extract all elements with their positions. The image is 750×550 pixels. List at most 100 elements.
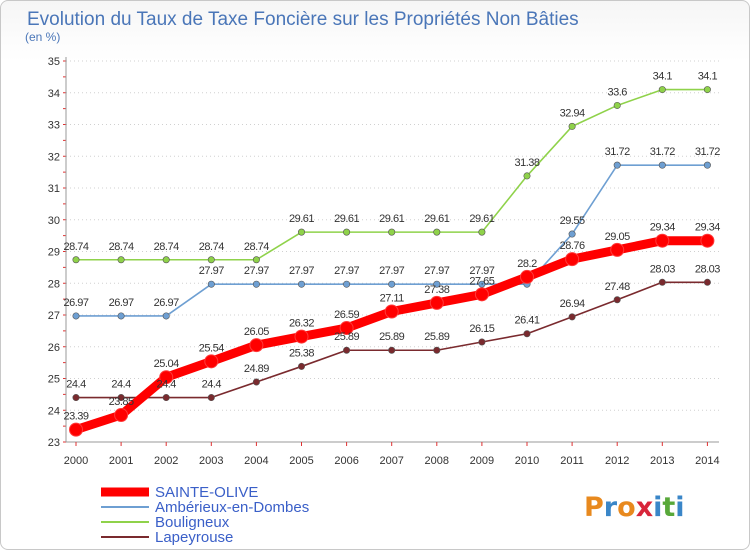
data-label-series-2: 31.38 bbox=[514, 157, 539, 169]
logo-letter: P bbox=[584, 492, 604, 523]
data-label-series-0: 23.85 bbox=[109, 396, 134, 408]
legend-label-0: SAINTE-OLIVE bbox=[155, 484, 258, 501]
y-tick-label: 30 bbox=[48, 215, 60, 227]
data-point-series-2 bbox=[613, 101, 621, 109]
x-tick-label: 2010 bbox=[515, 455, 539, 467]
data-label-series-3: 27.48 bbox=[605, 281, 630, 293]
data-label-series-1: 26.97 bbox=[154, 297, 179, 309]
data-label-series-3: 28.03 bbox=[650, 263, 675, 275]
data-label-series-3: 28.03 bbox=[695, 263, 720, 275]
data-point-series-3 bbox=[252, 378, 260, 386]
data-label-series-0: 27.38 bbox=[424, 284, 449, 296]
x-tick-label: 2012 bbox=[605, 455, 629, 467]
logo-letter: o bbox=[617, 492, 636, 523]
data-point-series-1 bbox=[343, 280, 351, 288]
data-point-series-1 bbox=[568, 230, 576, 238]
data-label-series-0: 26.32 bbox=[289, 318, 314, 330]
data-point-series-0 bbox=[384, 304, 399, 319]
data-label-series-0: 25.04 bbox=[154, 358, 179, 370]
data-point-series-1 bbox=[207, 280, 215, 288]
y-tick-label: 24 bbox=[48, 405, 60, 417]
data-label-series-0: 29.34 bbox=[650, 222, 675, 234]
y-tick-label: 31 bbox=[48, 183, 60, 195]
data-label-series-1: 27.97 bbox=[424, 265, 449, 277]
legend-label-2: Bouligneux bbox=[155, 514, 230, 531]
data-point-series-1 bbox=[388, 280, 396, 288]
data-point-series-1 bbox=[252, 280, 260, 288]
data-label-series-2: 29.61 bbox=[469, 213, 494, 225]
data-point-series-1 bbox=[433, 280, 441, 288]
data-label-series-0: 25.54 bbox=[199, 342, 224, 354]
x-tick-label: 2011 bbox=[560, 455, 584, 467]
axes: 23 24 25 26 27 28 29 30 31 32 33 34 35 2000 2001 2002 20… bbox=[48, 56, 720, 467]
x-tick-label: 2013 bbox=[650, 455, 674, 467]
data-point-series-2 bbox=[568, 122, 576, 130]
y-tick-label: 28 bbox=[48, 278, 60, 290]
x-tick-label: 2004 bbox=[244, 455, 268, 467]
data-point-series-2 bbox=[523, 172, 531, 180]
data-label-series-2: 28.74 bbox=[154, 241, 179, 253]
data-label-series-0: 27.65 bbox=[469, 275, 494, 287]
data-label-series-0: 23.39 bbox=[63, 411, 88, 423]
data-label-series-3: 25.89 bbox=[379, 331, 404, 343]
data-label-series-0: 28.76 bbox=[560, 240, 585, 252]
legend: SAINTE-OLIVEAmbérieux-en-DombesBouligneu… bbox=[101, 484, 309, 546]
data-point-series-3 bbox=[388, 346, 396, 354]
data-label-series-1: 26.97 bbox=[109, 297, 134, 309]
data-point-series-3 bbox=[162, 394, 170, 402]
data-label-series-2: 28.74 bbox=[244, 241, 269, 253]
data-point-series-2 bbox=[478, 228, 486, 236]
data-point-series-3 bbox=[433, 346, 441, 354]
data-point-series-3 bbox=[297, 362, 305, 370]
data-labels: 26.97 26.97 26.97 27.97 27.97 27.97 27.97 27.97… bbox=[63, 71, 720, 423]
data-point-series-0 bbox=[114, 408, 129, 423]
data-label-series-3: 24.4 bbox=[156, 379, 176, 391]
data-point-series-3 bbox=[613, 296, 621, 304]
y-tick-label: 34 bbox=[48, 88, 60, 100]
data-label-series-3: 26.94 bbox=[560, 298, 585, 310]
data-point-series-1 bbox=[162, 312, 170, 320]
data-point-series-2 bbox=[72, 256, 80, 264]
data-label-series-1: 26.97 bbox=[63, 297, 88, 309]
x-tick-label: 2000 bbox=[64, 455, 88, 467]
data-point-series-0 bbox=[520, 269, 534, 284]
data-label-series-1: 27.97 bbox=[199, 265, 224, 277]
logo-letter: i bbox=[653, 492, 662, 523]
data-point-series-0 bbox=[610, 242, 625, 257]
data-label-series-3: 25.89 bbox=[424, 331, 449, 343]
data-label-series-2: 32.94 bbox=[560, 107, 585, 119]
data-label-series-1: 27.97 bbox=[244, 265, 269, 277]
data-point-series-0 bbox=[474, 287, 489, 302]
chart-title: Evolution du Taux de Taxe Foncière sur l… bbox=[27, 9, 579, 30]
data-point-series-2 bbox=[343, 228, 351, 236]
data-point-series-0 bbox=[69, 422, 83, 437]
x-tick-label: 2007 bbox=[379, 455, 403, 467]
data-label-series-2: 29.61 bbox=[289, 213, 314, 225]
data-label-series-3: 24.89 bbox=[244, 363, 269, 375]
data-label-series-2: 33.6 bbox=[607, 86, 627, 98]
data-label-series-3: 24.4 bbox=[202, 379, 222, 391]
data-label-series-1: 27.97 bbox=[469, 265, 494, 277]
data-point-series-2 bbox=[297, 228, 305, 236]
data-label-series-1: 27.97 bbox=[379, 265, 404, 277]
logo-letter: i bbox=[675, 492, 684, 523]
data-point-series-0 bbox=[159, 370, 174, 385]
data-label-series-2: 34.1 bbox=[698, 71, 718, 83]
data-point-series-2 bbox=[433, 228, 441, 236]
data-point-series-2 bbox=[252, 256, 260, 264]
x-tick-label: 2003 bbox=[199, 455, 223, 467]
x-tick-label: 2001 bbox=[109, 455, 133, 467]
data-point-series-3 bbox=[523, 330, 531, 338]
data-label-series-2: 34.1 bbox=[653, 71, 673, 83]
logo-letter: x bbox=[636, 492, 653, 523]
data-point-series-3 bbox=[568, 313, 576, 321]
data-point-series-3 bbox=[478, 338, 486, 346]
data-point-series-3 bbox=[117, 394, 125, 402]
data-label-series-2: 29.61 bbox=[379, 213, 404, 225]
logo-letter: r bbox=[604, 492, 618, 523]
data-label-series-2: 29.61 bbox=[334, 213, 359, 225]
data-point-series-1 bbox=[658, 161, 666, 169]
data-point-series-0 bbox=[204, 354, 219, 369]
data-point-series-1 bbox=[703, 161, 711, 169]
